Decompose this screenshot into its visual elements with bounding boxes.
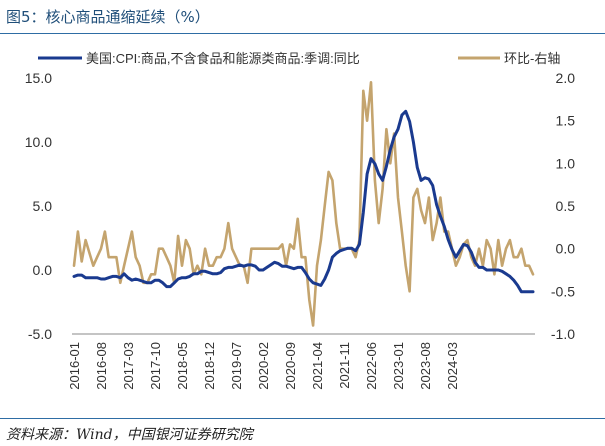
x-tick-label: 2023-01 [391,342,406,390]
x-tick-label: 2018-12 [202,342,217,390]
x-tick-label: 2017-03 [121,342,136,390]
x-tick-label: 2017-10 [148,342,163,390]
axes: 15.0 10.0 5.0 0.0 -5.0 2.0 1.5 1.0 0.5 0.0 -0.5 -1.… [25,70,575,390]
bottom-rule [0,418,605,419]
y-right-tick-label: 0.0 [556,241,576,257]
title-rule [0,33,605,34]
y-left-tick-label: -5.0 [28,326,52,342]
x-tick-label: 2021-11 [337,342,352,389]
series-line-cpi-yoy [72,109,535,294]
y-right-tick-label: -0.5 [551,283,575,299]
x-tick-label: 2022-06 [364,342,379,390]
series-layer [72,80,535,327]
x-tick-label: 2018-05 [175,342,190,390]
y-right-tick-label: 2.0 [556,70,576,86]
y-right-tick-label: 1.5 [556,113,576,129]
chart: 美国:CPI:商品,不含食品和能源类商品:季调:同比 环比-右轴 15.0 10.0… [25,51,575,390]
y-left-tick-label: 15.0 [25,70,52,86]
y-right-tick-label: -1.0 [551,326,575,342]
y-right-tick-label: 0.5 [556,198,576,214]
x-tick-label: 2021-04 [310,342,325,390]
y-left-tick-label: 5.0 [33,198,53,214]
x-tick-label: 2020-02 [256,342,271,390]
x-tick-label: 2023-08 [418,342,433,390]
y-left-tick-label: 10.0 [25,134,52,150]
x-tick-label: 2024-03 [445,342,460,390]
legend-label-cpi-yoy: 美国:CPI:商品,不含食品和能源类商品:季调:同比 [86,51,360,66]
source-note: 资料来源：Wind，中国银河证券研究院 [6,427,253,443]
legend-label-mom: 环比-右轴 [504,51,560,66]
x-tick-label: 2016-01 [67,342,82,390]
figure-title: 图5：核心商品通缩延续（%） [6,8,210,26]
series-line-mom-right [72,80,535,327]
x-tick-label: 2016-08 [94,342,109,390]
y-left-tick-label: 0.0 [33,262,53,278]
legend: 美国:CPI:商品,不含食品和能源类商品:季调:同比 环比-右轴 [38,51,560,66]
x-tick-label: 2020-09 [283,342,298,390]
y-right-tick-label: 1.0 [556,155,576,171]
x-tick-label: 2019-07 [229,342,244,390]
